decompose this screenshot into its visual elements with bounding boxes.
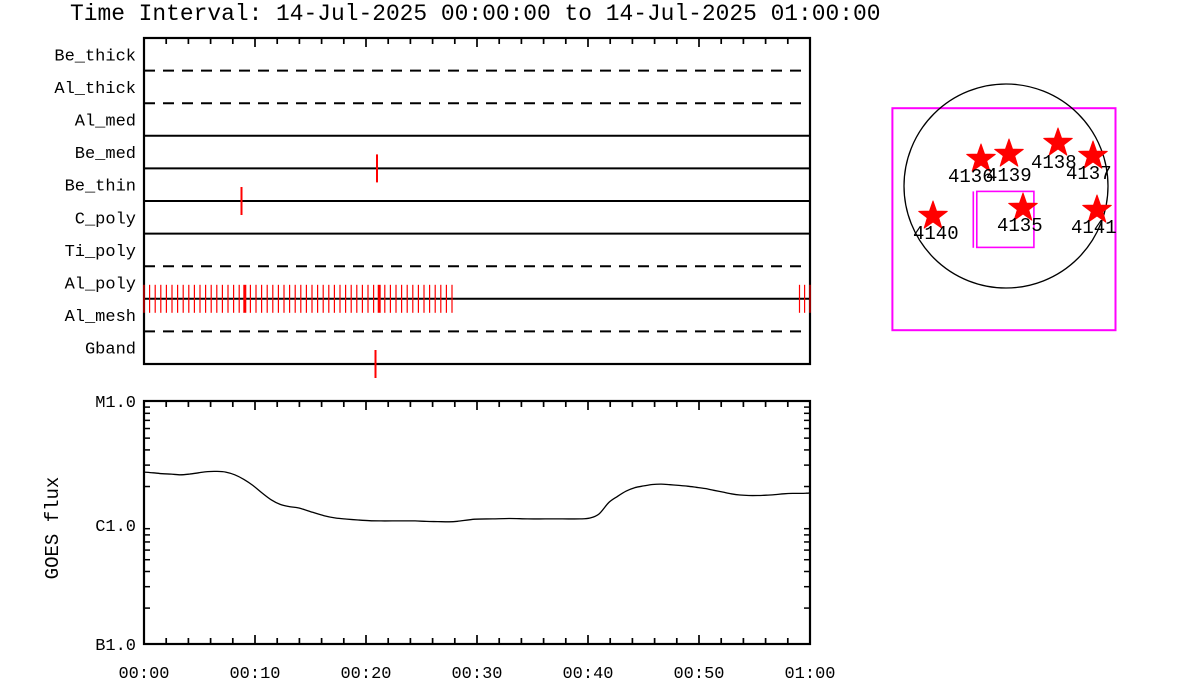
svg-text:00:50: 00:50: [673, 665, 724, 684]
svg-text:M1.0: M1.0: [95, 394, 136, 413]
svg-text:01:00: 01:00: [784, 665, 835, 684]
svg-text:4135: 4135: [997, 215, 1043, 237]
svg-text:00:10: 00:10: [229, 665, 280, 684]
svg-text:Al_poly: Al_poly: [65, 276, 136, 295]
svg-text:Al_mesh: Al_mesh: [65, 308, 136, 327]
svg-text:4137: 4137: [1066, 163, 1112, 185]
svg-text:4140: 4140: [913, 223, 959, 245]
svg-text:4141: 4141: [1071, 217, 1117, 239]
svg-text:00:20: 00:20: [340, 665, 391, 684]
svg-text:B1.0: B1.0: [95, 637, 136, 656]
svg-text:C1.0: C1.0: [95, 518, 136, 537]
svg-text:4139: 4139: [986, 165, 1032, 187]
svg-text:Be_thin: Be_thin: [65, 178, 136, 197]
svg-text:Ti_poly: Ti_poly: [65, 243, 136, 262]
svg-text:Al_thick: Al_thick: [54, 80, 136, 99]
svg-text:GOES flux: GOES flux: [42, 477, 64, 580]
svg-text:Al_med: Al_med: [75, 113, 136, 132]
svg-text:00:30: 00:30: [451, 665, 502, 684]
svg-text:Gband: Gband: [85, 341, 136, 360]
svg-text:Be_thick: Be_thick: [54, 47, 136, 66]
svg-text:C_poly: C_poly: [75, 210, 136, 229]
svg-text:Be_med: Be_med: [75, 145, 136, 164]
svg-text:00:40: 00:40: [562, 665, 613, 684]
svg-text:00:00: 00:00: [118, 665, 169, 684]
svg-text:Time Interval: 14-Jul-2025 00:: Time Interval: 14-Jul-2025 00:00:00 to 1…: [70, 1, 880, 27]
